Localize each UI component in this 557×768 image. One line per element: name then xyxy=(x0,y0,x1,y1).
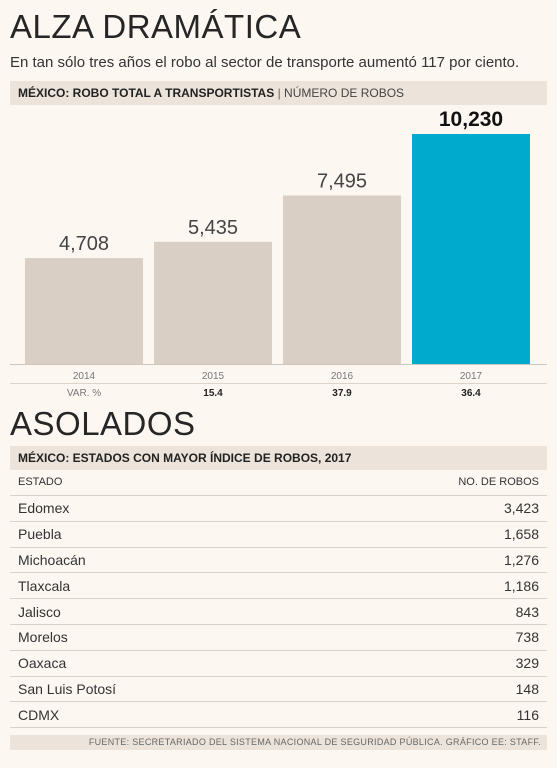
robos-value: 116 xyxy=(516,706,539,723)
robos-value: 1,658 xyxy=(503,526,539,543)
var-value-2017: 36.4 xyxy=(461,388,481,399)
bar-2015 xyxy=(154,241,272,364)
chart-section-unit: NÚMERO DE ROBOS xyxy=(284,86,405,100)
robos-value: 3,423 xyxy=(503,500,539,517)
robos-value: 1,276 xyxy=(503,551,539,568)
table-row: Morelos 738 xyxy=(10,625,547,651)
state-name: CDMX xyxy=(18,706,60,723)
state-name: Jalisco xyxy=(18,603,61,620)
table-row: Puebla 1,658 xyxy=(10,522,547,548)
page-subtitle: En tan sólo tres años el robo al sector … xyxy=(10,54,520,71)
var-value-2016: 37.9 xyxy=(332,388,352,399)
table-row: Michoacán 1,276 xyxy=(10,548,547,574)
data-label-2016: 7,495 xyxy=(317,170,367,192)
state-name: Edomex xyxy=(18,500,70,517)
tick-label-2015: 2015 xyxy=(202,371,225,382)
state-name: Puebla xyxy=(18,526,62,543)
robos-value: 1,186 xyxy=(503,577,539,594)
data-label-2015: 5,435 xyxy=(188,217,238,239)
tick-label-2014: 2014 xyxy=(73,371,96,382)
chart-section-header: MÉXICO: ROBO TOTAL A TRANSPORTISTAS | NÚ… xyxy=(10,81,547,105)
robos-value: 148 xyxy=(515,680,539,697)
robos-value: 843 xyxy=(515,603,539,620)
robos-value: 738 xyxy=(515,629,539,646)
tick-label-2016: 2016 xyxy=(331,371,354,382)
column-header-robos: NO. DE ROBOS xyxy=(458,475,539,488)
data-label-2014: 4,708 xyxy=(59,233,109,255)
table-row: San Luis Potosí 148 xyxy=(10,677,547,703)
page-title: ALZA DRAMÁTICA xyxy=(10,8,302,45)
table-row: CDMX 116 xyxy=(10,702,547,729)
data-label-2017: 10,230 xyxy=(439,108,503,131)
table-row: Tlaxcala 1,186 xyxy=(10,573,547,600)
states-table: ESTADO NO. DE ROBOS Edomex 3,423 Puebla 1,6… xyxy=(10,468,547,729)
chart-section-label: MÉXICO: ROBO TOTAL A TRANSPORTISTAS xyxy=(18,86,275,100)
state-name: Tlaxcala xyxy=(18,577,71,594)
source-footer: FUENTE: SECRETARIADO DEL SISTEMA NACIONA… xyxy=(10,735,547,750)
table-row: Jalisco 843 xyxy=(10,599,547,625)
chart-section-separator: | xyxy=(277,86,281,100)
bar-2017 xyxy=(412,134,530,364)
table-header-row: ESTADO NO. DE ROBOS xyxy=(10,468,547,496)
table-section-label: MÉXICO: ESTADOS CON MAYOR ÍNDICE DE ROBO… xyxy=(18,451,352,465)
section-title-asolados: ASOLADOS xyxy=(10,405,196,442)
state-name: Morelos xyxy=(18,629,68,646)
column-header-estado: ESTADO xyxy=(18,475,63,488)
var-label: VAR. % xyxy=(67,388,101,399)
table-row: Oaxaca 329 xyxy=(10,651,547,677)
bar-chart: 4,708 2014 VAR. % 5,435 2015 15.4 7,495 2016 37.… xyxy=(10,108,547,399)
table-row: Edomex 3,423 xyxy=(10,496,547,522)
table-section-header: MÉXICO: ESTADOS CON MAYOR ÍNDICE DE ROBO… xyxy=(10,446,547,470)
table-body: Edomex 3,423 Puebla 1,658 Michoacán 1,276 Tlax… xyxy=(10,496,547,729)
state-name: Oaxaca xyxy=(18,655,67,672)
robos-value: 329 xyxy=(515,655,539,672)
state-name: Michoacán xyxy=(18,551,86,568)
var-value-2015: 15.4 xyxy=(203,388,223,399)
tick-label-2017: 2017 xyxy=(460,371,483,382)
state-name: San Luis Potosí xyxy=(18,680,117,697)
bar-2016 xyxy=(283,195,401,364)
bar-2014 xyxy=(25,258,143,364)
